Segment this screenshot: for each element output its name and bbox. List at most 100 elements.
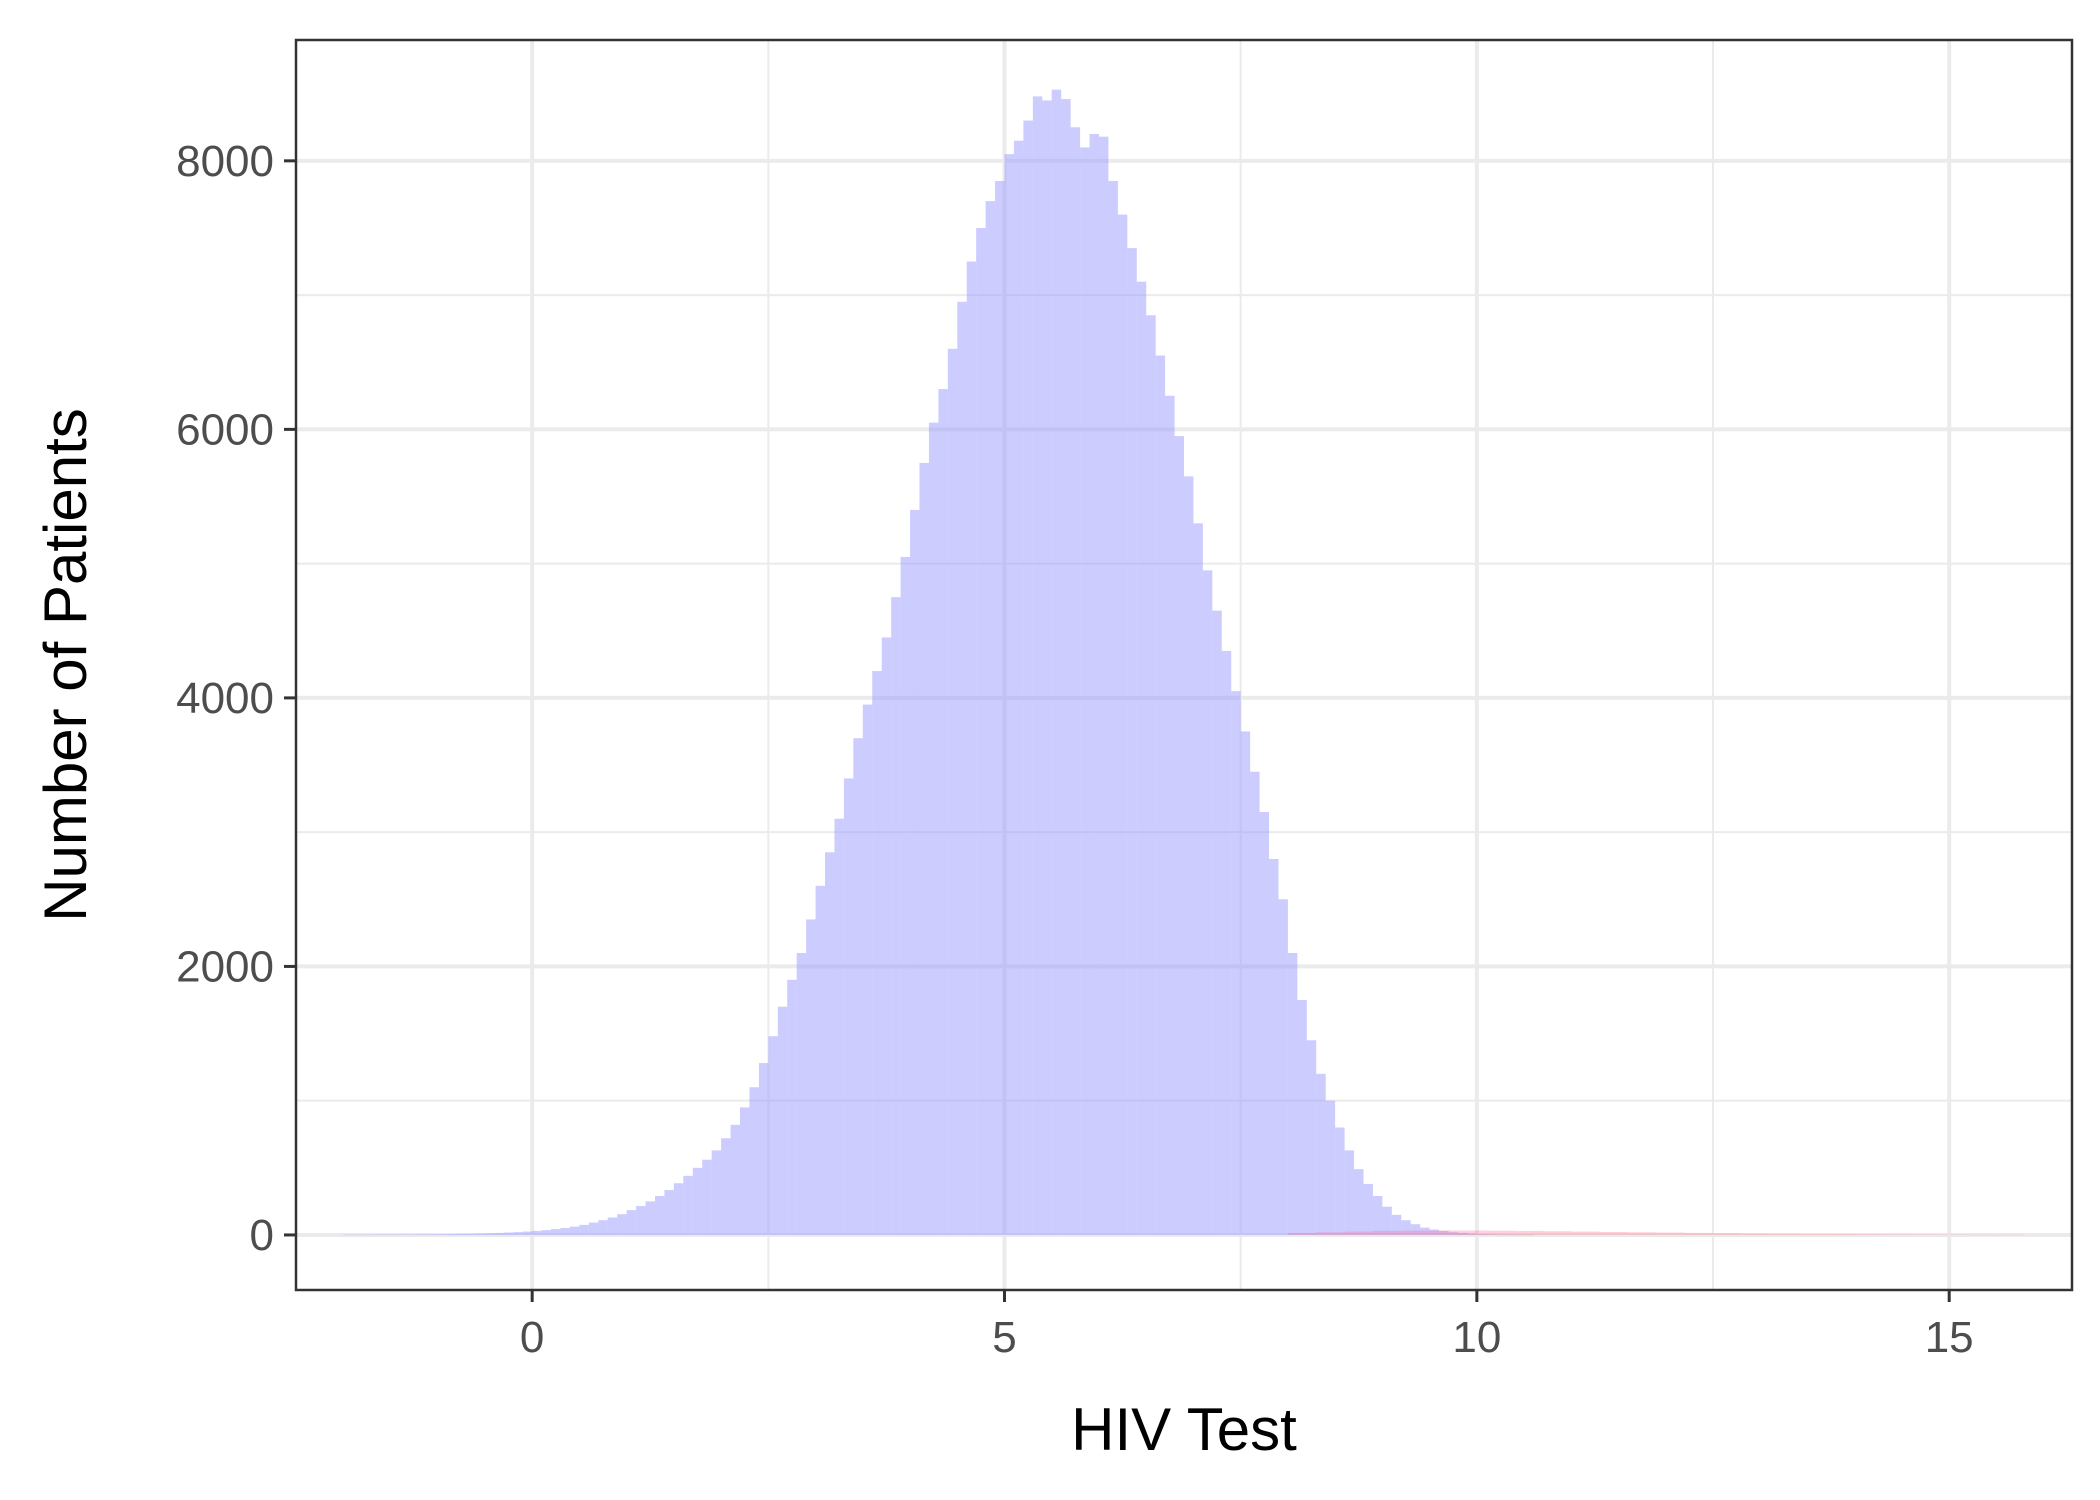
- histogram-bar: [551, 1229, 561, 1235]
- histogram-bar: [1287, 952, 1298, 1235]
- histogram-bar: [673, 1183, 684, 1235]
- histogram-bar: [484, 1233, 495, 1235]
- histogram-bar: [1420, 1227, 1430, 1235]
- histogram-bar: [1467, 1233, 1477, 1235]
- y-axis-ticks: 0 2000 4000 6000 8000: [176, 137, 296, 1260]
- histogram-bar: [541, 1230, 552, 1235]
- histogram-bar: [1221, 650, 1232, 1235]
- histogram-bar: [494, 1232, 504, 1235]
- histogram-bar: [947, 348, 958, 1235]
- histogram-bar: [1883, 1234, 1912, 1235]
- histogram-bar: [1514, 1234, 1525, 1236]
- histogram-bar: [834, 818, 844, 1235]
- histogram-bar: [352, 1234, 363, 1236]
- histogram-bar: [919, 462, 929, 1235]
- histogram-bar: [1486, 1230, 1515, 1235]
- y-tick-label: 4000: [176, 674, 274, 723]
- histogram-bar: [466, 1233, 476, 1235]
- histogram-bar: [409, 1234, 419, 1235]
- histogram-bar: [1372, 1230, 1402, 1235]
- histogram-bar: [1061, 99, 1071, 1235]
- histogram-bar: [1127, 248, 1137, 1235]
- histogram-bar: [664, 1189, 674, 1235]
- histogram-bar: [1401, 1230, 1430, 1235]
- histogram-bar: [1448, 1232, 1458, 1235]
- y-tick-label: 0: [250, 1211, 274, 1260]
- histogram-bar: [418, 1234, 429, 1235]
- histogram-bar: [1514, 1230, 1543, 1235]
- histogram-bar: [1155, 355, 1166, 1235]
- histogram-bar: [1098, 136, 1109, 1235]
- histogram-bar: [1013, 140, 1024, 1235]
- histogram-bar: [815, 885, 826, 1235]
- histogram-bar: [966, 261, 977, 1235]
- histogram-bar: [626, 1210, 637, 1235]
- histogram-bar: [768, 1036, 778, 1235]
- histogram-bar: [787, 979, 797, 1235]
- histogram-bar: [1476, 1234, 1487, 1235]
- histogram-bar: [796, 952, 807, 1235]
- histogram-bar: [437, 1234, 448, 1235]
- histogram-bar: [1798, 1233, 1827, 1235]
- y-axis-title: Number of Patients: [32, 408, 99, 922]
- histogram-bar: [1495, 1234, 1506, 1236]
- y-tick-label: 2000: [176, 942, 274, 991]
- histogram-bar: [862, 704, 873, 1235]
- histogram-bar: [1372, 1196, 1383, 1235]
- x-tick-label: 10: [1452, 1313, 1501, 1362]
- histogram-bar: [683, 1175, 693, 1235]
- histogram-bar: [1202, 570, 1213, 1235]
- histogram-bar: [711, 1150, 722, 1235]
- histogram-bar: [985, 201, 996, 1235]
- histogram-bar: [1505, 1234, 1515, 1236]
- histogram-bar: [806, 919, 816, 1235]
- histogram-bar: [1439, 1230, 1449, 1235]
- histogram-bar: [1193, 523, 1203, 1235]
- histogram-bar: [447, 1234, 457, 1235]
- histogram-bar: [957, 301, 967, 1235]
- histogram-bar: [1354, 1169, 1364, 1235]
- histogram-bar: [636, 1206, 646, 1235]
- histogram-bar: [1996, 1234, 2025, 1236]
- histogram-bar: [928, 422, 939, 1235]
- histogram-bar: [1240, 731, 1251, 1235]
- histogram-bar: [1250, 771, 1260, 1235]
- y-tick-label: 8000: [176, 137, 274, 186]
- histogram-bar: [399, 1234, 410, 1235]
- histogram-bar: [343, 1234, 353, 1236]
- histogram-bar: [475, 1233, 485, 1235]
- histogram-bar: [371, 1234, 382, 1236]
- histogram-bar: [1287, 1232, 1317, 1235]
- histogram-bar: [569, 1226, 580, 1235]
- histogram-bar: [1297, 999, 1307, 1235]
- histogram-bar: [1146, 315, 1156, 1235]
- histogram-bar: [522, 1231, 533, 1235]
- histogram-bar: [1325, 1100, 1336, 1235]
- histogram-bar: [1259, 812, 1270, 1235]
- histogram-bar: [758, 1063, 769, 1235]
- histogram-bar: [1741, 1233, 1770, 1235]
- histogram-bar: [1174, 436, 1184, 1235]
- histogram-bar: [1042, 100, 1052, 1235]
- histogram-bar: [1089, 133, 1099, 1235]
- histogram-bar: [362, 1234, 372, 1236]
- histogram-bar: [1457, 1230, 1487, 1235]
- panel-frame: [294, 38, 2074, 1292]
- histogram-bar: [749, 1087, 759, 1235]
- histogram-bar: [1070, 127, 1081, 1235]
- x-tick-label: 5: [992, 1313, 1016, 1362]
- y-tick-label: 6000: [176, 405, 274, 454]
- histogram-bar: [1023, 120, 1033, 1235]
- histogram-bar: [1004, 154, 1014, 1235]
- x-tick-label: 0: [520, 1313, 544, 1362]
- histogram-bar: [1316, 1073, 1326, 1235]
- histogram-bar: [503, 1232, 514, 1235]
- histogram-bar: [721, 1138, 731, 1235]
- histogram-bar: [1363, 1183, 1373, 1235]
- histogram-bar: [1335, 1127, 1345, 1235]
- histogram-bar: [1165, 395, 1175, 1235]
- histogram-bar: [1382, 1206, 1392, 1235]
- histogram-bar: [1486, 1234, 1496, 1235]
- histogram-bar: [1032, 96, 1043, 1235]
- histogram-bar: [730, 1124, 740, 1235]
